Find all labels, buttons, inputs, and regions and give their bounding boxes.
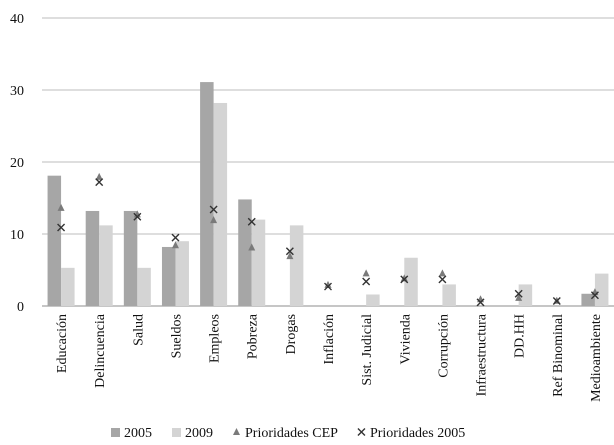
x-category-label: Salud [131,314,146,346]
marker-x [57,223,66,232]
marker-x [133,212,142,221]
x-category-label: Pobreza [246,313,261,359]
bar-2005 [238,199,252,306]
x-category-label: Ref Binominal [551,314,566,397]
marker-x [476,298,485,307]
marker-triangle [324,280,332,288]
y-tick-label: 30 [10,84,24,99]
marker-x [95,178,104,187]
bar-2005 [47,175,62,306]
marker-x [552,296,561,305]
bar-2009 [61,267,75,306]
bar-2009 [213,102,228,307]
bar-2009 [366,294,380,306]
y-tick-label: 40 [10,12,24,27]
marker-x [324,282,332,291]
x-category-label: Infraestructura [475,313,490,396]
bar-2005 [581,293,595,306]
marker-triangle [438,269,446,277]
marker-x [171,233,180,242]
y-tick-label: 20 [10,156,24,171]
bar-2005 [161,246,176,306]
marker-triangle [477,295,485,303]
legend-swatch [233,428,240,435]
legend-label: Prioridades CEP [245,426,338,441]
x-category-label: Inflación [322,314,337,365]
x-category-label: Sist. Judicial [360,314,375,386]
marker-x [400,275,409,284]
bar-2009 [442,284,456,306]
bars [47,82,609,307]
marker-triangle [400,274,408,282]
y-axis-tick-labels: 0 10 20 30 40 [10,12,24,315]
marker-triangle [286,252,294,260]
x-category-label: Vivienda [398,313,413,364]
y-tick-label: 10 [10,228,24,243]
x-category-label: Medioambiente [589,314,604,402]
marker-x [362,277,371,286]
x-category-label: Drogas [284,314,299,354]
marker-triangle [210,216,218,224]
x-category-label: DD.HH [513,314,528,358]
x-category-label: Educación [55,314,70,373]
markers [57,172,599,307]
marker-x [590,291,599,300]
marker-x [514,289,523,298]
bar-2005 [200,82,214,306]
bar-2009 [404,257,418,306]
marker-x [247,217,256,226]
x-category-label: Delincuencia [93,313,108,388]
bar-2009 [289,225,304,306]
bar-2009 [518,284,533,306]
legend-label: 2009 [185,426,213,441]
x-category-label: Empleos [208,314,223,363]
bar-2009 [137,267,151,306]
bar-2005 [85,210,100,306]
marker-triangle [171,241,179,249]
marker-triangle [248,243,256,251]
bar-2009 [99,225,113,306]
marker-x [285,247,294,256]
legend-swatch [172,428,181,437]
marker-x [438,275,447,284]
bar-2009 [175,241,189,306]
bar-2009 [251,219,266,306]
marker-triangle [57,203,65,211]
marker-triangle [95,172,103,180]
legend-swatch [111,428,120,437]
x-category-label: Corrupción [436,314,451,378]
marker-x [209,205,218,214]
bar-2005 [123,210,138,306]
legend: 2005 2009 Prioridades CEP Prioridades 2005 [111,426,465,441]
marker-triangle [515,293,523,301]
marker-triangle [362,269,370,277]
legend-swatch [357,428,366,436]
x-axis-category-labels: Educación Delincuencia Salud Sueldos Empleos… [55,313,604,402]
legend-label: Prioridades 2005 [370,426,465,441]
y-tick-label: 0 [17,300,24,315]
x-category-label: Sueldos [169,314,184,358]
bar-2009 [594,273,609,306]
legend-label: 2005 [124,426,152,441]
